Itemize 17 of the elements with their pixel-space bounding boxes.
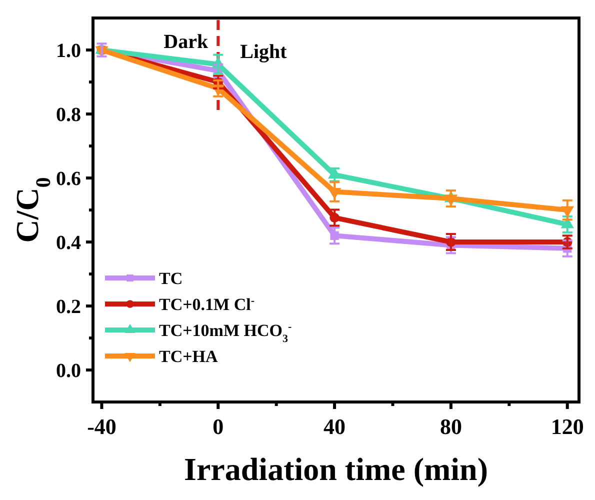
x-tick-label: 120 bbox=[550, 414, 584, 439]
y-tick-label: 0.4 bbox=[56, 232, 81, 254]
x-tick-label: 40 bbox=[324, 414, 346, 439]
x-tick-label: 80 bbox=[440, 414, 462, 439]
y-tick-label: 0.8 bbox=[56, 104, 81, 126]
annotation: Dark bbox=[164, 31, 210, 53]
x-axis-title: Irradiation time (min) bbox=[184, 451, 488, 487]
y-tick-label: 0.2 bbox=[56, 296, 81, 318]
legend-label: TC+HA bbox=[159, 347, 219, 366]
y-tick-label: 0.0 bbox=[56, 360, 81, 382]
x-tick-label: 0 bbox=[212, 414, 224, 439]
x-tick-label: -40 bbox=[87, 414, 116, 439]
legend-label: TC bbox=[159, 269, 183, 288]
y-tick-label: 0.6 bbox=[56, 168, 81, 190]
y-tick-label: 1.0 bbox=[56, 40, 81, 62]
legend-label: TC+0.1M Cl$^{-}$ bbox=[159, 295, 255, 314]
annotation: Light bbox=[240, 41, 288, 63]
